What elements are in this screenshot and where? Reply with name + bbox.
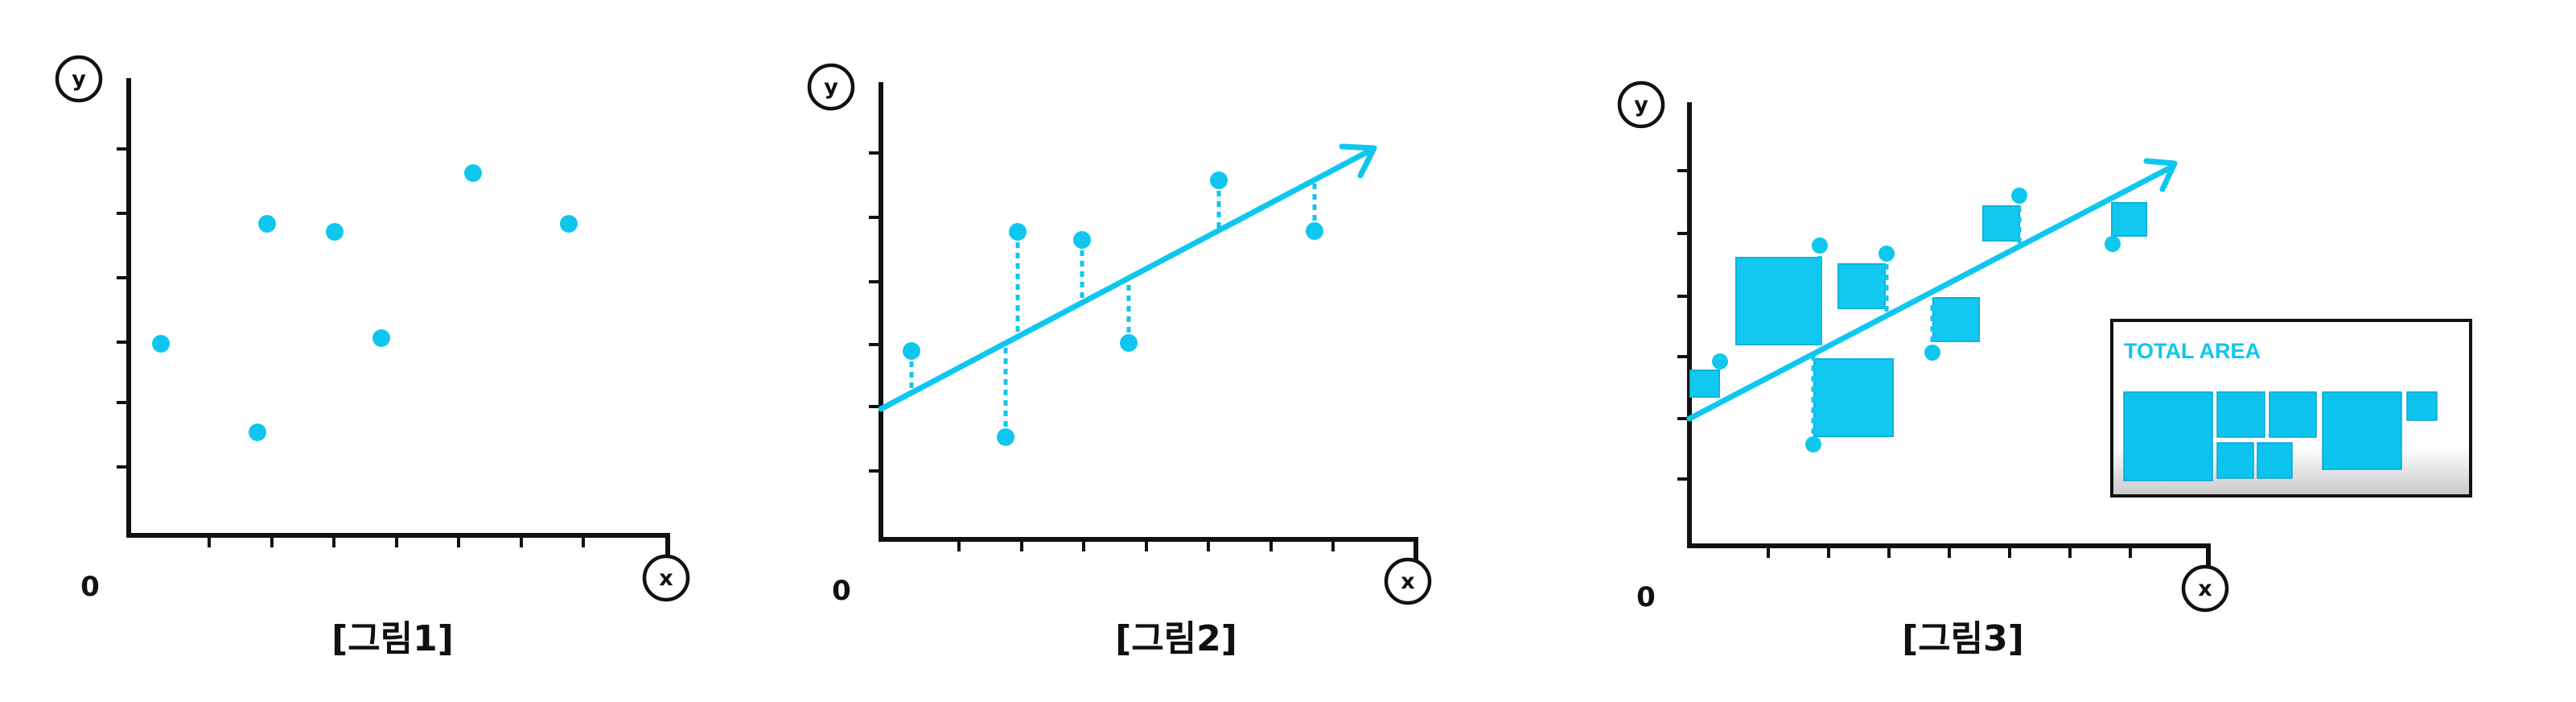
x-axis-label: x [2198, 576, 2212, 601]
legend-square [2216, 391, 2265, 438]
panel-2-y-axis-badge: y [807, 63, 855, 111]
y-axis-label: y [72, 67, 86, 92]
panel-1-axes [126, 78, 670, 566]
residual-square [1689, 370, 1720, 398]
panel-2-x-axis-badge: x [1384, 557, 1432, 605]
legend-square [2216, 442, 2254, 479]
data-point [152, 335, 170, 353]
panel-1-x-axis-badge: x [642, 554, 690, 602]
data-point [1009, 223, 1027, 241]
data-point [903, 342, 920, 360]
panel-2-x-ticks [957, 539, 1335, 551]
total-area-legend: TOTAL AREA [2110, 319, 2472, 498]
panel-1-x-ticks [208, 535, 585, 547]
data-point [372, 329, 390, 347]
data-point [258, 215, 276, 233]
data-point [464, 164, 482, 182]
regression-line-arrowhead [1339, 143, 1377, 179]
origin-label: 0 [1636, 581, 1656, 613]
x-axis-label: x [659, 566, 673, 591]
data-point [1306, 222, 1323, 240]
data-point [1073, 231, 1091, 249]
legend-square [2322, 391, 2402, 470]
panel-1-y-axis-badge: y [55, 55, 103, 103]
data-point [1120, 334, 1138, 352]
legend-square [2257, 442, 2293, 479]
panel-2-data-points [903, 171, 1323, 446]
panel-2-y-ticks [869, 151, 881, 473]
panel-3-data-points [1712, 188, 2121, 452]
residual-square [1932, 297, 1980, 342]
panel-1-caption: [그림1] [331, 618, 454, 659]
data-point [249, 423, 266, 441]
data-point [997, 428, 1014, 446]
legend-square [2269, 391, 2317, 438]
panel-3-x-ticks [1767, 546, 2132, 558]
panel-2-residuals [909, 180, 1317, 437]
residual-square [2111, 202, 2147, 237]
panel-3-residual-squares [1689, 202, 2147, 437]
y-axis-label: y [824, 75, 838, 100]
legend-square [2406, 391, 2438, 421]
data-point [2011, 188, 2027, 204]
panel-2-regression-line: y x 0 [그림2] [807, 63, 1432, 659]
data-point [326, 223, 344, 241]
data-point [1879, 246, 1895, 262]
panel-3-least-squares: y x 0 [1617, 81, 2472, 659]
panel-3-y-axis-badge: y [1617, 81, 1665, 129]
x-axis-label: x [1401, 569, 1414, 594]
panel-3-caption: [그림3] [1902, 618, 2024, 659]
panel-2-axes [879, 82, 1418, 570]
data-point [1210, 171, 1228, 189]
data-point [1812, 237, 1828, 254]
panel-1-scatter: y x 0 [그림1] [55, 55, 690, 659]
panel-2-caption: [그림2] [1115, 618, 1237, 659]
panel-3-residuals [1811, 196, 2022, 444]
legend-square [2123, 391, 2213, 481]
data-point [560, 215, 578, 233]
origin-label: 0 [80, 571, 100, 603]
residual-square [1813, 358, 1894, 437]
data-point [1924, 345, 1940, 361]
regression-line-arrowhead [2143, 158, 2178, 192]
legend-title: TOTAL AREA [2124, 339, 2261, 363]
origin-label: 0 [832, 575, 851, 607]
regression-line [1686, 163, 2175, 422]
panel-1-data-points [152, 164, 578, 441]
residual-square [1735, 257, 1822, 345]
regression-line [878, 147, 1373, 412]
residual-square [1982, 205, 2020, 242]
data-point [1805, 436, 1821, 452]
panel-3-x-axis-badge: x [2181, 564, 2229, 613]
residual-square [1837, 263, 1886, 309]
data-point [1712, 353, 1728, 370]
y-axis-label: y [1634, 93, 1648, 118]
panel-1-y-ticks [117, 147, 129, 469]
data-point [2105, 236, 2121, 252]
